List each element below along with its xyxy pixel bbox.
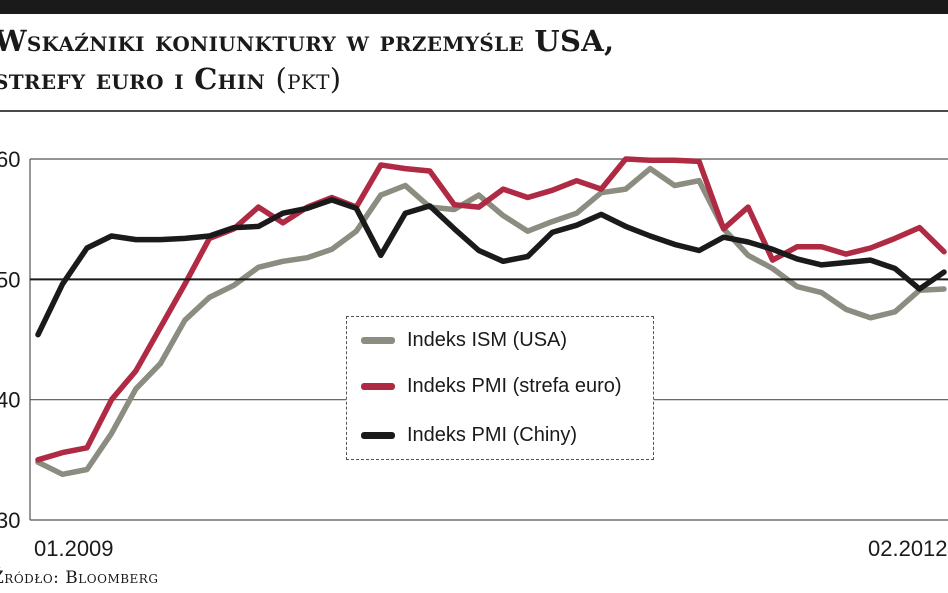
- y-tick-label-50: 50: [0, 267, 20, 292]
- legend-label-ism: Indeks ISM (USA): [407, 328, 568, 351]
- top-bar: [0, 0, 948, 14]
- legend-swatch-pmi-china: [361, 431, 395, 439]
- chart-title-line2-text: strefy euro i Chin: [0, 62, 266, 96]
- line-chart: 30 40 50 60 01.2009 02.2012: [0, 147, 948, 561]
- chart-title-unit: (pkt): [275, 62, 342, 96]
- chart-title-line1: Wskaźniki koniunktury w przemyśle USA,: [0, 24, 615, 58]
- x-tick-label-start: 01.2009: [34, 536, 114, 561]
- series-line-1: [35, 156, 947, 463]
- legend-label-pmi-china: Indeks PMI (Chiny): [407, 423, 578, 446]
- x-tick-label-end: 02.2012: [868, 536, 948, 561]
- legend-item-pmi-euro: Indeks PMI (strefa euro): [361, 371, 622, 401]
- series-line-0: [35, 165, 947, 478]
- legend-item-ism: Indeks ISM (USA): [361, 325, 567, 355]
- y-tick-label-30: 30: [0, 508, 20, 533]
- chart-title-line2: strefy euro i Chin (pkt): [0, 60, 948, 98]
- chart-legend: Indeks ISM (USA) Indeks PMI (strefa euro…: [346, 316, 654, 460]
- y-tick-label-60: 60: [0, 147, 20, 172]
- source-note: Źródło: Bloomberg: [0, 568, 159, 588]
- title-rule: [0, 110, 948, 112]
- y-tick-label-40: 40: [0, 388, 20, 413]
- legend-item-pmi-china: Indeks PMI (Chiny): [361, 420, 577, 450]
- legend-swatch-pmi-euro: [361, 382, 395, 390]
- chart-title: Wskaźniki koniunktury w przemyśle USA, s…: [0, 22, 948, 98]
- legend-label-pmi-euro: Indeks PMI (strefa euro): [407, 374, 622, 397]
- legend-swatch-ism: [361, 336, 395, 344]
- series-line-2: [35, 197, 947, 338]
